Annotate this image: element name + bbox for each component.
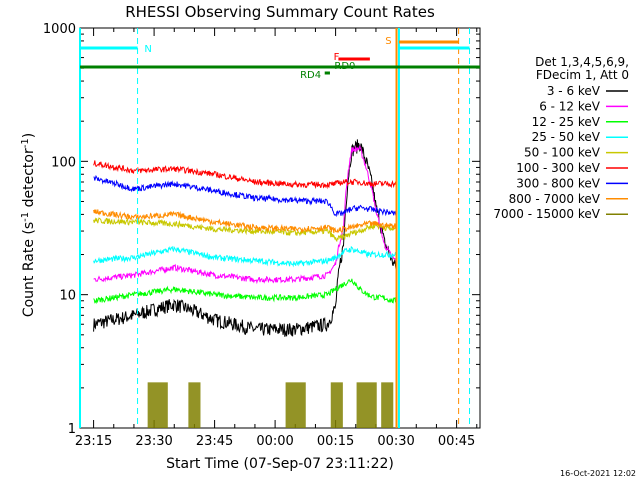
legend-label: 6 - 12 keV — [539, 99, 601, 113]
legend-label: 50 - 100 keV — [524, 146, 601, 160]
legend-label: 12 - 25 keV — [532, 115, 601, 129]
series-line-8 — [93, 209, 397, 234]
x-axis-label: Start Time (07-Sep-07 23:11:22) — [166, 456, 394, 472]
y-tick-label: 1000 — [43, 22, 76, 37]
legend-label: 100 - 300 keV — [516, 161, 600, 175]
y-axis-label-main: Count Rate (s — [21, 222, 37, 317]
chart-title: RHESSI Observing Summary Count Rates — [125, 3, 435, 21]
series-line-2 — [93, 144, 397, 285]
x-tick-label: 00:15 — [317, 434, 354, 449]
legend-label: 800 - 7000 keV — [509, 192, 601, 206]
y-axis-label-mid: detector — [21, 148, 37, 212]
legend-label: 3 - 6 keV — [547, 84, 601, 98]
series-line-3 — [93, 278, 397, 305]
legend-label: 25 - 50 keV — [532, 130, 601, 144]
data-band-7000-15000keV — [147, 382, 168, 428]
x-tick-label: 00:45 — [438, 434, 475, 449]
y-axis-label-sup2: -1 — [20, 138, 31, 148]
data-band-7000-15000keV — [285, 382, 306, 428]
y-tick-label: 100 — [51, 155, 76, 170]
marker-label: S — [385, 36, 391, 47]
legend-header: Det 1,3,4,5,6,9, — [535, 55, 629, 69]
y-axis-label-sup: -1 — [20, 212, 31, 222]
x-tick-label: 23:45 — [196, 434, 233, 449]
legend: Det 1,3,4,5,6,9,FDecim 1, Att 0 3 - 6 keV… — [493, 55, 629, 221]
series-line-4 — [93, 245, 397, 268]
legend-header: FDecim 1, Att 0 — [536, 68, 629, 82]
legend-label: 7000 - 15000 keV — [493, 207, 600, 221]
legend-label: 300 - 800 keV — [516, 176, 600, 190]
x-tick-label: 23:15 — [75, 434, 112, 449]
series-line-1 — [93, 139, 397, 337]
marker-label: RD0 — [334, 61, 355, 72]
plot-area: 1 10 100 1000 23:15 23:30 23:45 00:00 00:15 00:30… — [43, 22, 481, 449]
data-band-7000-15000keV — [188, 382, 201, 428]
series-line-6 — [93, 160, 397, 190]
marker-label: F — [334, 52, 340, 63]
x-tick-label: 00:30 — [377, 434, 414, 449]
marker-label: N — [144, 44, 151, 55]
data-band-7000-15000keV — [381, 382, 394, 428]
y-tick-label: 10 — [59, 289, 76, 304]
data-band-7000-15000keV — [330, 382, 343, 428]
x-tick-label: 23:30 — [135, 434, 172, 449]
marker-label: RD4 — [300, 70, 321, 81]
x-tick-label: 00:00 — [256, 434, 293, 449]
series-line-7 — [93, 174, 397, 217]
y-tick-label: 1 — [68, 422, 76, 437]
y-axis-label: Count Rate (s-1 detector-1) — [20, 133, 37, 317]
y-axis-label-end: ) — [21, 133, 37, 138]
date-stamp: 16-Oct-2021 12:02 — [560, 469, 636, 478]
data-band-7000-15000keV — [356, 382, 377, 428]
